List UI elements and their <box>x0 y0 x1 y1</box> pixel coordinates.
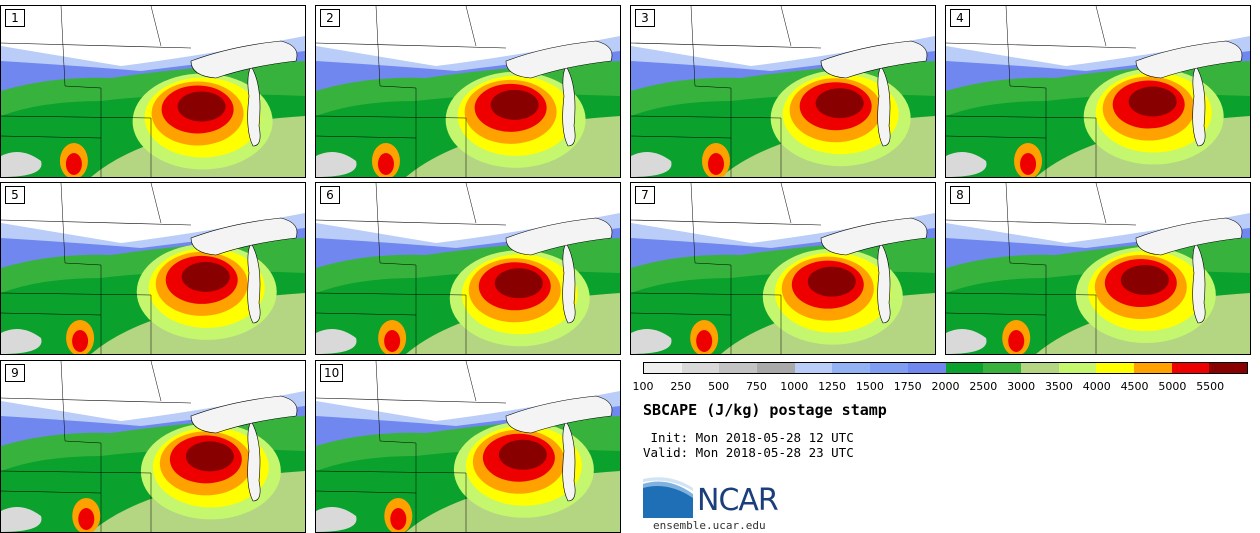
panel-number: 1 <box>5 9 25 27</box>
postage-stamp-panel: 9 <box>0 360 306 533</box>
panel-number: 10 <box>320 364 344 382</box>
postage-stamp-panel: 1 <box>0 5 306 178</box>
colorbar-swatch <box>1171 363 1210 373</box>
postage-stamp-panel: 5 <box>0 182 306 355</box>
colorbar-swatch <box>832 363 871 373</box>
sbcape-map <box>316 183 620 354</box>
sbcape-map <box>946 183 1250 354</box>
colorbar-swatch <box>907 363 946 373</box>
colorbar-tick-label: 3500 <box>1044 380 1073 393</box>
colorbar-tick-label: 5000 <box>1158 380 1187 393</box>
colorbar-swatch <box>794 363 833 373</box>
sbcape-map <box>631 6 935 177</box>
colorbar-tick-label: 1500 <box>855 380 884 393</box>
sbcape-map <box>1 183 305 354</box>
ncar-logo-icon <box>643 477 693 518</box>
colorbar-swatch <box>870 363 908 373</box>
colorbar-tick-label: 100 <box>632 380 654 393</box>
colorbar-swatch <box>757 363 795 373</box>
colorbar-swatch <box>1133 363 1172 373</box>
chart-title: SBCAPE (J/kg) postage stamp <box>643 401 887 419</box>
sbcape-map <box>1 361 305 532</box>
postage-stamp-panel: 6 <box>315 182 621 355</box>
sbcape-map <box>631 183 935 354</box>
panel-number: 6 <box>320 186 340 204</box>
colorbar-tick-label: 3000 <box>1007 380 1036 393</box>
panel-number: 3 <box>635 9 655 27</box>
colorbar-swatch <box>681 363 720 373</box>
sbcape-map <box>316 6 620 177</box>
colorbar-tick-label: 250 <box>670 380 692 393</box>
colorbar-swatch <box>1209 363 1247 373</box>
colorbar-tick-label: 4500 <box>1120 380 1149 393</box>
sbcape-map <box>316 361 620 532</box>
postage-stamp-panel: 2 <box>315 5 621 178</box>
panel-number: 2 <box>320 9 340 27</box>
colorbar-tick-label: 4000 <box>1082 380 1111 393</box>
sbcape-colorbar <box>643 362 1248 374</box>
postage-stamp-panel: 7 <box>630 182 936 355</box>
colorbar-swatch <box>1020 363 1059 373</box>
ncar-logo-text: NCAR <box>697 483 779 518</box>
valid-time: Valid: Mon 2018-05-28 23 UTC <box>643 445 854 460</box>
colorbar-tick-label: 500 <box>708 380 730 393</box>
colorbar-swatch <box>1058 363 1097 373</box>
colorbar-tick-label: 750 <box>745 380 767 393</box>
colorbar-swatch <box>644 363 682 373</box>
website-url[interactable]: ensemble.ucar.edu <box>653 519 766 532</box>
sbcape-map <box>946 6 1250 177</box>
panel-number: 5 <box>5 186 25 204</box>
colorbar-swatch <box>719 363 758 373</box>
panel-number: 7 <box>635 186 655 204</box>
colorbar-tick-label: 2500 <box>969 380 998 393</box>
postage-stamp-panel: 10 <box>315 360 621 533</box>
colorbar-tick-label: 2000 <box>931 380 960 393</box>
colorbar-tick-label: 1250 <box>818 380 847 393</box>
colorbar-swatch <box>983 363 1021 373</box>
postage-stamp-panel: 8 <box>945 182 1251 355</box>
postage-stamp-panel: 3 <box>630 5 936 178</box>
colorbar-tick-label: 1750 <box>893 380 922 393</box>
panel-number: 9 <box>5 364 25 382</box>
sbcape-map <box>1 6 305 177</box>
panel-number: 8 <box>950 186 970 204</box>
colorbar-swatch <box>945 363 984 373</box>
init-time: Init: Mon 2018-05-28 12 UTC <box>643 430 854 445</box>
colorbar-tick-label: 1000 <box>780 380 809 393</box>
panel-number: 4 <box>950 9 970 27</box>
colorbar-tick-label: 5500 <box>1196 380 1225 393</box>
postage-stamp-panel: 4 <box>945 5 1251 178</box>
colorbar-swatch <box>1096 363 1134 373</box>
